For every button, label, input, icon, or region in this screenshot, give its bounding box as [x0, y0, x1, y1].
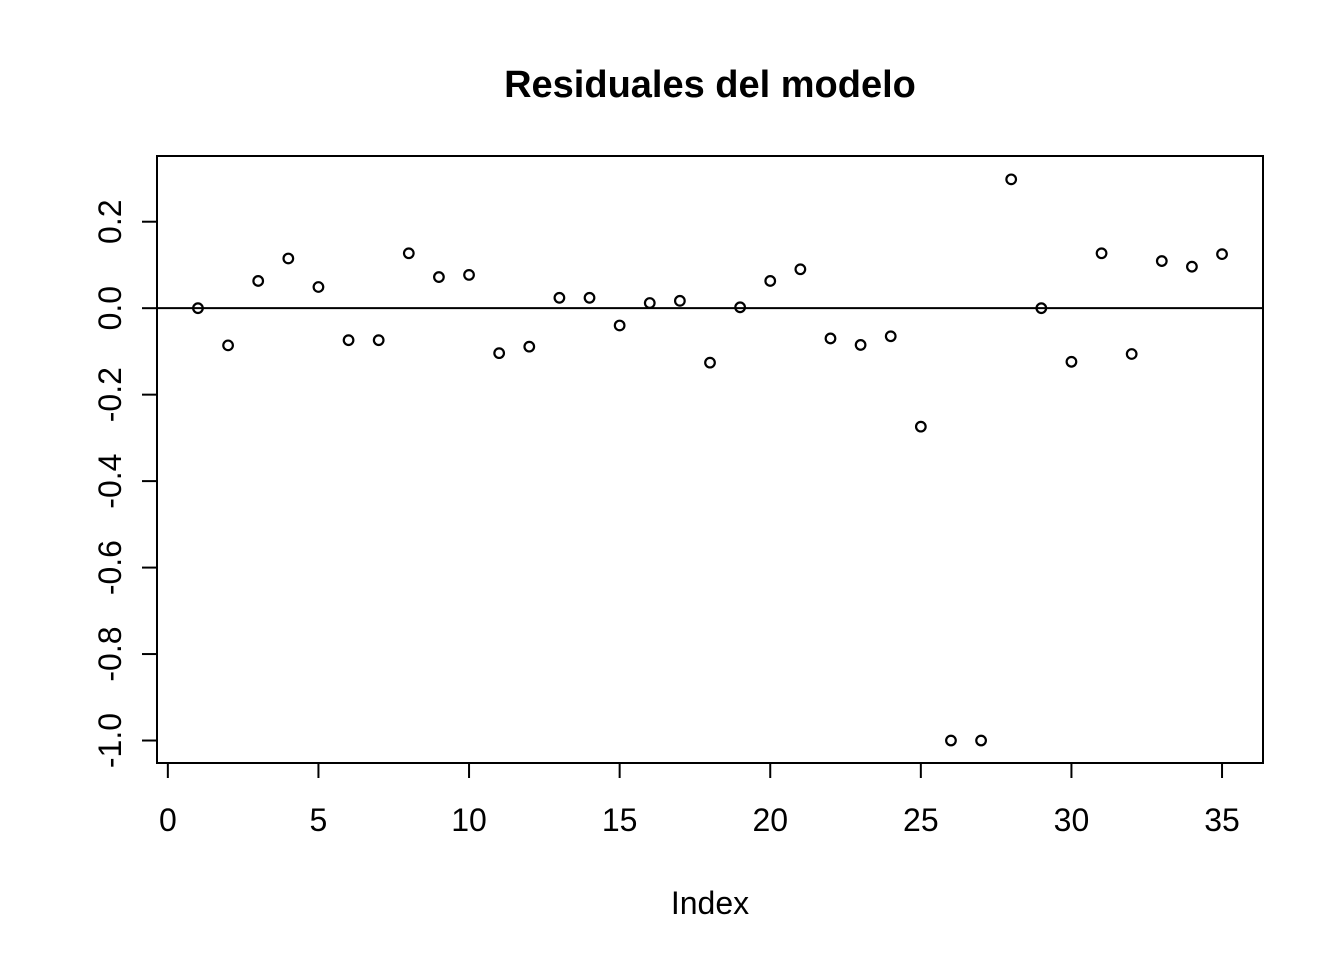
- data-point: [884, 330, 897, 343]
- data-point: [402, 247, 415, 260]
- data-point: [222, 339, 234, 352]
- data-point: [282, 252, 295, 265]
- data-point: [1035, 302, 1048, 315]
- data-point: [1216, 248, 1228, 261]
- x-axis-tick-label: 5: [310, 802, 328, 838]
- data-point: [764, 275, 777, 287]
- data-point: [372, 334, 385, 347]
- y-axis-tick-label: 0.2: [92, 199, 128, 243]
- y-axis-tick-label: -1.0: [92, 713, 128, 768]
- data-point: [914, 420, 927, 433]
- data-point: [1155, 255, 1168, 267]
- data-point: [673, 294, 686, 307]
- data-point: [493, 347, 506, 360]
- data-point: [945, 734, 957, 747]
- data-point: [312, 281, 325, 293]
- y-axis-tick-label: -0.8: [92, 626, 128, 681]
- x-axis-tick-label: 25: [903, 802, 939, 838]
- chart-title: Residuales del modelo: [504, 64, 916, 106]
- data-point: [854, 339, 867, 351]
- data-point: [342, 334, 355, 347]
- x-axis-tick-label: 30: [1054, 802, 1090, 838]
- x-axis-tick-label: 15: [602, 802, 638, 838]
- plot-box: [156, 155, 1264, 764]
- y-axis-tick-label: -0.4: [92, 454, 128, 509]
- x-axis-tick-label: 20: [752, 802, 788, 838]
- y-axis-tick-label: -0.2: [92, 367, 128, 422]
- data-point: [1065, 355, 1078, 368]
- data-point: [975, 734, 987, 747]
- data-point: [1095, 247, 1108, 260]
- x-axis-tick-label: 0: [159, 802, 177, 838]
- data-point: [583, 291, 596, 304]
- data-point: [433, 271, 445, 283]
- data-point: [704, 356, 716, 369]
- plot-layer: 0 5 10 15 20 25 30 35 0.2 0.0 -0.2 -0.4 -0.6 -0.8 -1.0: [92, 155, 1264, 838]
- data-point: [1005, 173, 1018, 186]
- data-point: [1125, 348, 1138, 360]
- x-axis-tick-label: 35: [1204, 802, 1240, 838]
- y-axis-tick-label: 0.0: [92, 286, 128, 330]
- data-point: [463, 268, 475, 281]
- data-point: [824, 332, 837, 345]
- data-point: [613, 319, 626, 332]
- data-point: [553, 291, 566, 304]
- data-point: [734, 301, 747, 314]
- data-point: [1186, 260, 1198, 273]
- x-axis-title: Index: [671, 885, 749, 921]
- x-axis-tick-label: 10: [451, 802, 487, 838]
- data-point: [794, 263, 807, 276]
- y-axis-tick-label: -0.6: [92, 540, 128, 595]
- data-point: [643, 297, 656, 309]
- data-point: [192, 302, 204, 315]
- data-point: [252, 275, 265, 287]
- data-point: [523, 340, 536, 353]
